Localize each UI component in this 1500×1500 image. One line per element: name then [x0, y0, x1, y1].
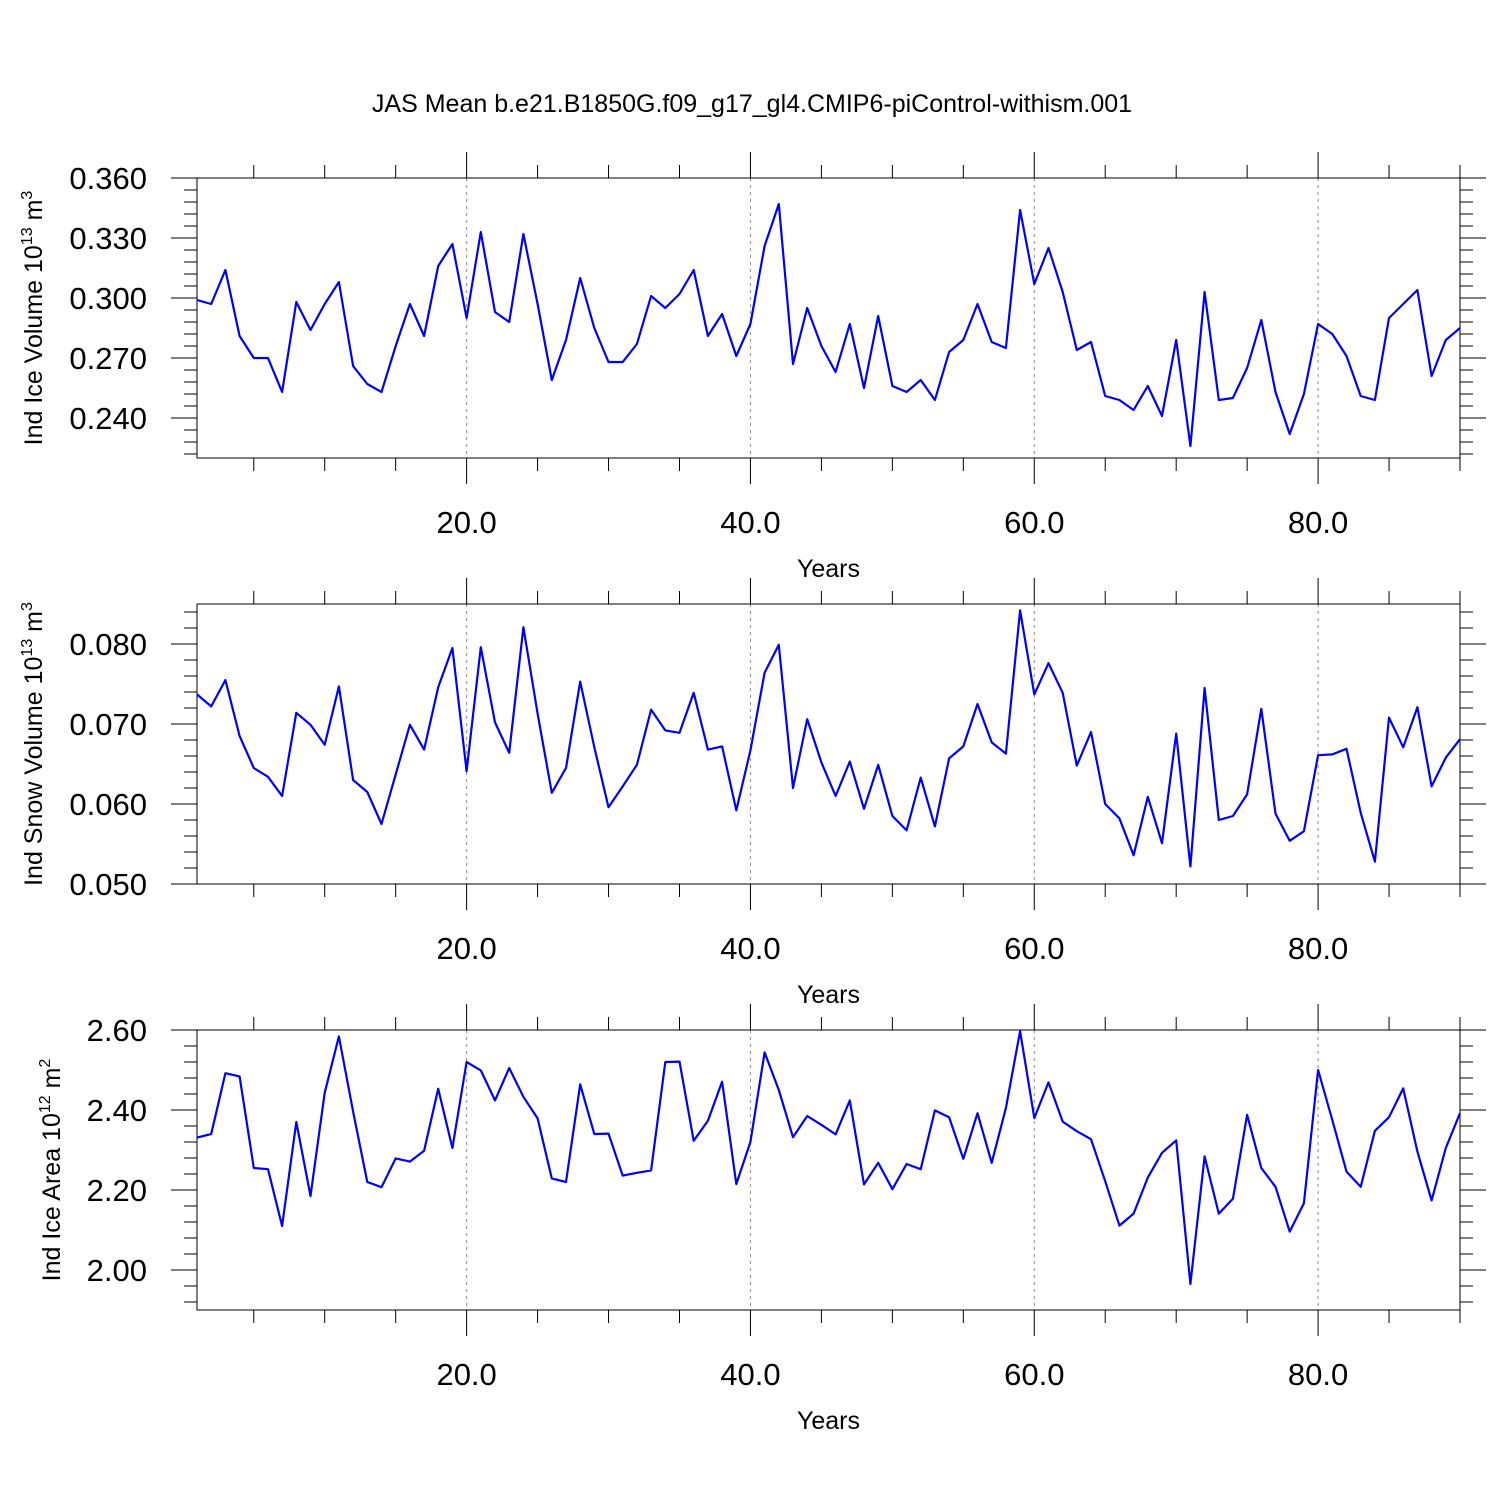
y-tick-label: 0.070	[69, 707, 147, 742]
x-tick-label: 60.0	[1004, 931, 1064, 966]
y-tick-label: 0.330	[69, 221, 147, 256]
series-line	[196, 1030, 1462, 1286]
panel-1: 0.240 0.270 0.300 0.330 0.360 20.0 40.0 60.0 80.…	[19, 152, 1486, 583]
y-tick-label: 2.40	[87, 1093, 147, 1128]
x-tick-label: 40.0	[720, 505, 780, 540]
x-axis-label: Years	[797, 555, 860, 583]
series-line	[196, 609, 1461, 868]
x-tick-label: 60.0	[1004, 1357, 1064, 1392]
x-tick-label: 80.0	[1288, 505, 1348, 540]
y-tick-label: 2.60	[87, 1013, 147, 1048]
y-tick-label: 0.050	[69, 867, 147, 902]
panel-3: 2.00 2.20 2.40 2.60 20.0 40.0 60.0 80.0 Years Ind…	[37, 1004, 1486, 1435]
plot-frame	[196, 1029, 1461, 1311]
panels: 0.240 0.270 0.300 0.330 0.360 20.0 40.0 60.0 80.…	[19, 152, 1486, 1435]
y-axis-label: Ind Snow Volume 1013 m3	[19, 602, 48, 886]
y-axis-label: Ind Ice Area 1012 m2	[37, 1059, 66, 1282]
y-tick-label: 0.300	[69, 281, 147, 316]
y-tick-label: 2.00	[87, 1253, 147, 1288]
x-axis-label: Years	[797, 981, 860, 1009]
x-tick-label: 60.0	[1004, 505, 1064, 540]
y-tick-label: 0.240	[69, 401, 147, 436]
series-line	[196, 202, 1461, 448]
x-tick-label: 80.0	[1288, 1357, 1348, 1392]
figure-title: JAS Mean b.e21.B1850G.f09_g17_gl4.CMIP6-…	[372, 90, 1132, 118]
plot-frame	[196, 177, 1461, 459]
x-axis-label: Years	[797, 1407, 860, 1435]
y-tick-label: 0.270	[69, 341, 147, 376]
x-tick-label: 40.0	[720, 931, 780, 966]
x-tick-label: 20.0	[436, 931, 496, 966]
y-tick-label: 2.20	[87, 1173, 147, 1208]
y-tick-label: 0.360	[69, 161, 147, 196]
y-tick-label: 0.060	[69, 787, 147, 822]
y-tick-label: 0.080	[69, 627, 147, 662]
x-tick-label: 40.0	[720, 1357, 780, 1392]
x-tick-label: 20.0	[436, 505, 496, 540]
plot-frame	[196, 603, 1461, 885]
x-tick-label: 20.0	[436, 1357, 496, 1392]
x-tick-label: 80.0	[1288, 931, 1348, 966]
panel-2: 0.050 0.060 0.070 0.080 20.0 40.0 60.0 80.0 Year…	[19, 578, 1486, 1009]
y-axis-label: Ind Ice Volume 1013 m3	[19, 191, 48, 446]
